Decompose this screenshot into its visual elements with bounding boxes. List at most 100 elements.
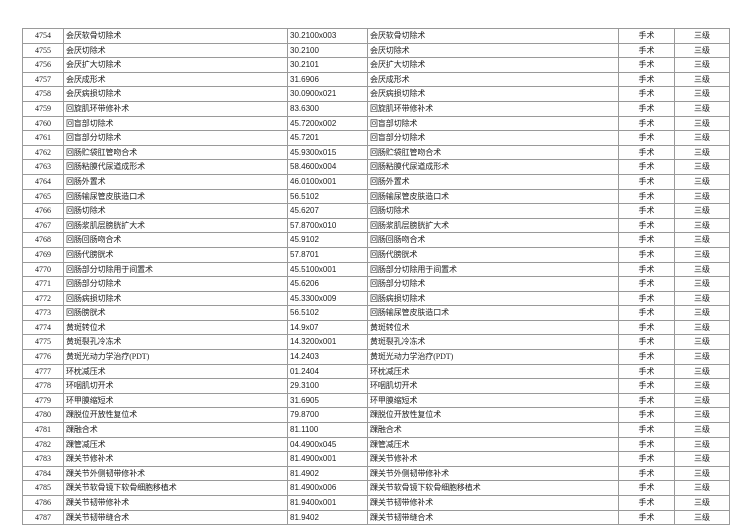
cell-sequence: 4758 [22,86,64,102]
table-row: 4786 踝关节韧带修补术 81.9400x001 踝关节韧带修补术 手术 三级 [22,495,730,511]
cell-category: 手术 [618,86,675,102]
table-row: 4774 黄斑转位术 14.9x07 黄斑转位术 手术 三级 [22,319,730,336]
cell-sequence: 4780 [22,407,64,424]
cell-procedure-name: 会厌成形术 [63,71,288,88]
cell-category: 手术 [618,305,675,321]
cell-procedure-code: 81.4900x006 [287,480,368,496]
cell-standard-name: 回肠粘膜代尿道成形术 [367,159,619,175]
cell-procedure-code: 57.8701 [287,246,368,263]
cell-procedure-code: 14.9x07 [287,319,368,336]
cell-category: 手术 [618,334,675,351]
cell-procedure-code: 56.5102 [287,188,368,205]
cell-standard-name: 会厌成形术 [367,71,619,88]
cell-sequence: 4765 [22,188,64,205]
cell-procedure-name: 会厌软骨切除术 [63,28,288,44]
cell-standard-name: 环枕减压术 [367,363,619,380]
table-row: 4785 踝关节软骨镜下软骨细胞移植术 81.4900x006 踝关节软骨镜下软骨细胞… [22,480,730,496]
table-row: 4766 回肠切除术 45.6207 回肠切除术 手术 三级 [22,203,730,219]
cell-level: 三级 [674,144,730,161]
cell-level: 三级 [674,495,730,511]
cell-standard-name: 回肠切除术 [367,203,619,219]
cell-category: 手术 [618,203,675,219]
cell-standard-name: 回肠部分切除用于间置术 [367,261,619,278]
cell-procedure-name: 会厌扩大切除术 [63,57,288,73]
cell-standard-name: 回旋肌环带修补术 [367,100,619,117]
table-row: 4754 会厌软骨切除术 30.2100x003 会厌软骨切除术 手术 三级 [22,28,730,44]
cell-category: 手术 [618,319,675,336]
table-row: 4783 踝关节修补术 81.4900x001 踝关节修补术 手术 三级 [22,451,730,467]
cell-level: 三级 [674,334,730,351]
cell-procedure-code: 45.6207 [287,203,368,219]
table-body: 4754 会厌软骨切除术 30.2100x003 会厌软骨切除术 手术 三级 4755 会厌切… [22,28,730,526]
cell-procedure-name: 会厌病损切除术 [63,86,288,102]
cell-level: 三级 [674,57,730,73]
cell-sequence: 4775 [22,334,64,351]
cell-sequence: 4771 [22,276,64,292]
table-row: 4756 会厌扩大切除术 30.2101 会厌扩大切除术 手术 三级 [22,57,730,73]
cell-standard-name: 踝管减压术 [367,436,619,453]
cell-procedure-code: 45.9102 [287,232,368,248]
table-row: 4772 回肠病损切除术 45.3300x009 回肠病损切除术 手术 三级 [22,290,730,307]
cell-standard-name: 回肠代膀胱术 [367,246,619,263]
table-row: 4768 回肠回肠吻合术 45.9102 回肠回肠吻合术 手术 三级 [22,232,730,248]
cell-category: 手术 [618,159,675,175]
table-row: 4773 回肠膀胱术 56.5102 回肠输尿管皮肤造口术 手术 三级 [22,305,730,321]
table-row: 4759 回旋肌环带修补术 83.6300 回旋肌环带修补术 手术 三级 [22,100,730,117]
cell-sequence: 4757 [22,71,64,88]
cell-procedure-name: 回肠膀胱术 [63,305,288,321]
cell-procedure-name: 回旋肌环带修补术 [63,100,288,117]
cell-procedure-code: 56.5102 [287,305,368,321]
cell-procedure-name: 回肠部分切除用于间置术 [63,261,288,278]
cell-procedure-code: 30.2100 [287,42,368,59]
cell-procedure-name: 踝关节软骨镜下软骨细胞移植术 [63,480,288,496]
cell-level: 三级 [674,349,730,365]
table-row: 4775 黄斑裂孔冷冻术 14.3200x001 黄斑裂孔冷冻术 手术 三级 [22,334,730,351]
cell-procedure-name: 回盲部切除术 [63,115,288,132]
table-row: 4784 踝关节外侧韧带修补术 81.4902 踝关节外侧韧带修补术 手术 三级 [22,465,730,482]
cell-standard-name: 回肠浆肌层膀胱扩大术 [367,217,619,234]
cell-level: 三级 [674,480,730,496]
cell-category: 手术 [618,290,675,307]
cell-procedure-name: 踝关节修补术 [63,451,288,467]
cell-procedure-code: 31.6905 [287,392,368,409]
cell-category: 手术 [618,232,675,248]
cell-procedure-name: 踝关节韧带缝合术 [63,509,288,526]
cell-standard-name: 黄斑裂孔冷冻术 [367,334,619,351]
cell-sequence: 4756 [22,57,64,73]
cell-procedure-code: 30.0900x021 [287,86,368,102]
cell-procedure-code: 45.7201 [287,130,368,146]
cell-procedure-name: 回肠病损切除术 [63,290,288,307]
cell-sequence: 4783 [22,451,64,467]
cell-level: 三级 [674,115,730,132]
cell-category: 手术 [618,188,675,205]
cell-category: 手术 [618,363,675,380]
cell-sequence: 4773 [22,305,64,321]
cell-sequence: 4766 [22,203,64,219]
cell-sequence: 4784 [22,465,64,482]
cell-standard-name: 踝关节韧带修补术 [367,495,619,511]
cell-level: 三级 [674,130,730,146]
cell-level: 三级 [674,217,730,234]
cell-procedure-name: 黄斑转位术 [63,319,288,336]
cell-category: 手术 [618,173,675,190]
cell-level: 三级 [674,173,730,190]
cell-sequence: 4787 [22,509,64,526]
table-row: 4770 回肠部分切除用于间置术 45.5100x001 回肠部分切除用于间置术 手术三… [22,261,730,278]
table-row: 4777 环枕减压术 01.2404 环枕减压术 手术 三级 [22,363,730,380]
cell-procedure-name: 回肠外置术 [63,173,288,190]
cell-level: 三级 [674,451,730,467]
cell-standard-name: 环甲膜缩短术 [367,392,619,409]
cell-sequence: 4761 [22,130,64,146]
cell-standard-name: 踝关节韧带缝合术 [367,509,619,526]
cell-standard-name: 会厌切除术 [367,42,619,59]
cell-sequence: 4760 [22,115,64,132]
cell-sequence: 4763 [22,159,64,175]
cell-standard-name: 会厌扩大切除术 [367,57,619,73]
cell-level: 三级 [674,42,730,59]
cell-procedure-code: 81.4900x001 [287,451,368,467]
cell-sequence: 4786 [22,495,64,511]
cell-level: 三级 [674,246,730,263]
cell-category: 手术 [618,217,675,234]
cell-standard-name: 黄斑光动力学治疗(PDT) [367,349,619,365]
cell-procedure-code: 30.2101 [287,57,368,73]
